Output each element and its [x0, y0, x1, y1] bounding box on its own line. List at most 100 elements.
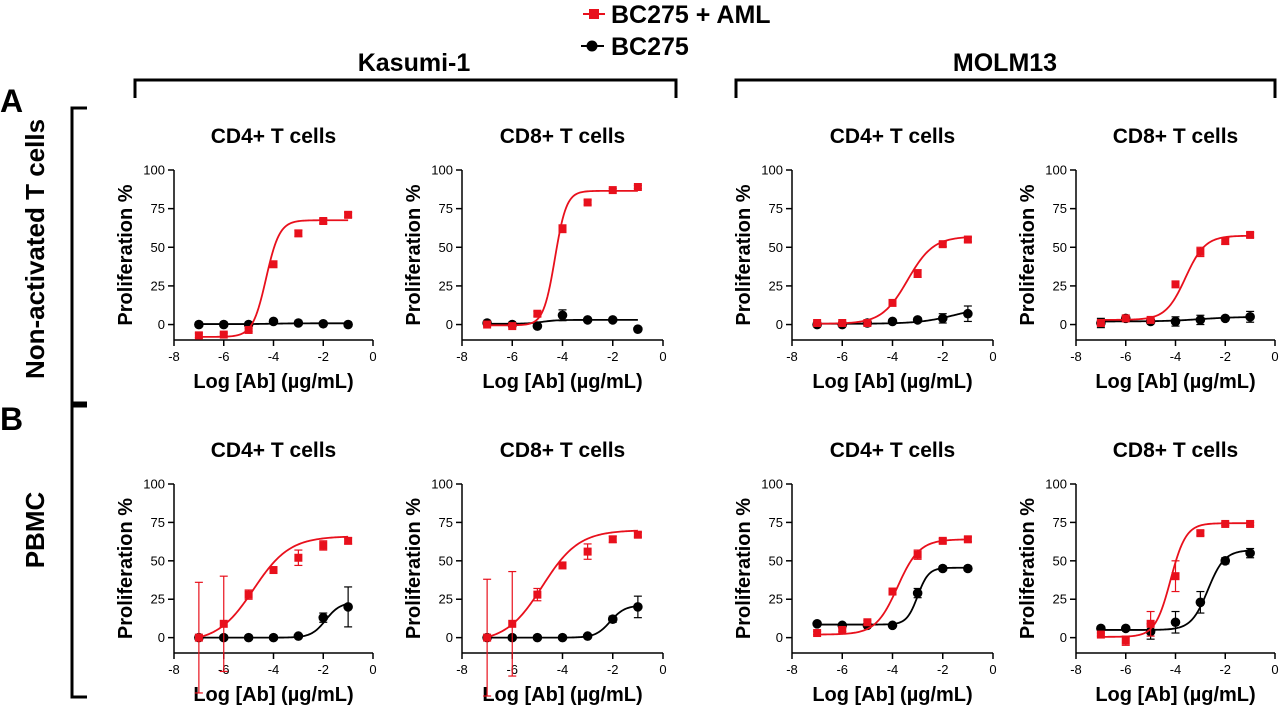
chart-a-molm13-cd4-t-cells-bc275-aml-point: [963, 235, 972, 244]
chart-a-molm13-cd8-t-cells-bc275-aml-point: [1196, 247, 1205, 256]
chart-a-molm13-cd4-t-cells-bc275-aml-point: [913, 269, 922, 278]
chart-a-kasumi-1-cd8-t-cells-bc275-aml-point: [608, 186, 617, 195]
chart-a-kasumi-1-cd4-t-cells-bc275-point: [293, 318, 304, 328]
chart-b-molm13-cd4-t-cells-ytick-label: 75: [769, 515, 783, 530]
chart-b-molm13-cd4-t-cells-bc275-point: [912, 588, 923, 598]
chart-a-kasumi-1-cd8-t-cells-ytick-label: 25: [439, 278, 453, 293]
legend-item-bc275: BC275: [581, 33, 689, 61]
chart-a-molm13-cd4-t-cells-ytick-label: 50: [769, 240, 783, 255]
chart-b-kasumi-1-cd8-t-cells-bc275-aml-point: [483, 633, 492, 642]
chart-a-kasumi-1-cd8-t-cells-xtick-label: 0: [659, 349, 666, 364]
chart-a-molm13-cd8-t-cells-ytick-label: 50: [1053, 240, 1067, 255]
plots: CD4+ T cells 0 25 50 75 100 -8 -6 -4 -2 0 Log [Ab] …: [115, 125, 1279, 706]
chart-a-molm13-cd8-t-cells-xlabel: Log [Ab] (µg/mL): [1095, 371, 1255, 393]
chart-a-molm13-cd8-t-cells-xtick-label: -4: [1170, 349, 1182, 364]
chart-b-kasumi-1-cd8-t-cells-bc275-point: [633, 602, 643, 612]
chart-a-kasumi-1-cd8-t-cells-ytick-label: 0: [446, 317, 453, 332]
chart-a-kasumi-1-cd4-t-cells-xlabel: Log [Ab] (µg/mL): [193, 371, 353, 393]
chart-b-molm13-cd8-t-cells-bc275-point: [1245, 548, 1255, 558]
chart-b-molm13-cd4-t-cells-bc275-aml-point: [813, 629, 822, 638]
chart-b-kasumi-1-cd4-t-cells-bc275-aml-point: [219, 619, 228, 628]
chart-b-kasumi-1-cd8-t-cells-ytick-label: 0: [446, 630, 453, 645]
chart-a-kasumi-1-cd4-t-cells-bc275-aml-point: [269, 260, 278, 269]
chart-a-kasumi-1-cd4-t-cells-bc275-point: [318, 318, 329, 329]
chart-a-molm13-cd8-t-cells-ytick-label: 25: [1053, 278, 1067, 293]
chart-a-molm13-cd8-t-cells-bc275-point: [1170, 316, 1181, 327]
chart-b-kasumi-1-cd8-t-cells-bc275-aml-point: [583, 547, 592, 556]
chart-a-molm13-cd4-t-cells-xtick-label: -8: [786, 349, 798, 364]
chart-b-molm13-cd4-t-cells-bc275-aml-point: [963, 535, 972, 544]
chart-a-kasumi-1-cd8-t-cells: CD8+ T cells 0 25 50 75 100 -8 -6 -4 -2 0 Log [Ab] …: [403, 125, 667, 393]
chart-b-kasumi-1-cd4-t-cells-ytick-label: 0: [158, 630, 165, 645]
chart-b-molm13-cd4-t-cells-bc275-point: [937, 563, 948, 574]
chart-a-kasumi-1-cd4-t-cells-xtick-label: -6: [218, 349, 230, 364]
chart-b-molm13-cd4-t-cells-xtick-label: -8: [786, 662, 798, 677]
chart-b-kasumi-1-cd8-t-cells-xtick-label: -2: [607, 662, 619, 677]
chart-b-molm13-cd4-t-cells-ytick-label: 0: [776, 630, 783, 645]
chart-a-kasumi-1-cd8-t-cells-bc275-point: [532, 321, 543, 331]
chart-a-kasumi-1-cd4-t-cells-bc275-point: [343, 319, 353, 330]
chart-a-molm13-cd8-t-cells: CD8+ T cells 0 25 50 75 100 -8 -6 -4 -2 0 Log [Ab] …: [1017, 125, 1279, 393]
chart-b-molm13-cd8-t-cells-xtick-label: -2: [1219, 662, 1231, 677]
chart-a-kasumi-1-cd8-t-cells-bc275-point: [557, 310, 568, 321]
chart-a-kasumi-1-cd8-t-cells-bc275-point: [633, 324, 643, 334]
chart-b-kasumi-1-cd4-t-cells-xlabel: Log [Ab] (µg/mL): [193, 684, 353, 706]
legend-label-bc275: BC275: [611, 33, 689, 61]
chart-b-molm13-cd4-t-cells-ytick-label: 25: [769, 592, 783, 607]
chart-b-kasumi-1-cd4-t-cells-ytick-label: 25: [151, 592, 165, 607]
chart-b-kasumi-1-cd8-t-cells-bc275-aml-point: [508, 619, 517, 628]
chart-a-molm13-cd8-t-cells-xtick-label: -2: [1219, 349, 1231, 364]
chart-a-kasumi-1-cd4-t-cells-bc275-aml-point: [344, 210, 353, 219]
chart-a-molm13-cd4-t-cells-ytick-label: 25: [769, 278, 783, 293]
chart-a-molm13-cd4-t-cells-ytick-label: 75: [769, 201, 783, 216]
chart-a-molm13-cd4-t-cells-ytick-label: 100: [761, 163, 783, 178]
chart-b-molm13-cd8-t-cells-bc275-aml-point: [1196, 529, 1205, 538]
chart-a-kasumi-1-cd8-t-cells-bc275-aml-point: [508, 322, 517, 331]
legend-marker-bc275: [586, 40, 598, 52]
chart-b-kasumi-1-cd8-t-cells-bc275-aml-point: [533, 590, 542, 599]
chart-a-molm13-cd8-t-cells-bc275-aml-point: [1121, 314, 1130, 323]
chart-b-kasumi-1-cd4-t-cells-bc275-aml-point: [244, 590, 253, 599]
chart-a-kasumi-1-cd4-t-cells-xtick-label: -4: [268, 349, 280, 364]
chart-b-kasumi-1-cd4-t-cells-bc275-aml-point: [294, 553, 303, 562]
row-bracket-a: [70, 106, 87, 405]
chart-a-kasumi-1-cd8-t-cells-xtick-label: -2: [607, 349, 619, 364]
chart-b-kasumi-1-cd8-t-cells-xtick-label: -4: [557, 662, 569, 677]
chart-a-kasumi-1-cd8-t-cells-ytick-label: 100: [431, 163, 453, 178]
chart-b-kasumi-1-cd4-t-cells-bc275-point: [293, 631, 304, 641]
chart-a-molm13-cd8-t-cells-bc275-point: [1195, 315, 1206, 325]
chart-b-molm13-cd8-t-cells-ytick-label: 75: [1053, 515, 1067, 530]
chart-b-molm13-cd4-t-cells-bc275-aml-point: [838, 625, 847, 634]
chart-a-molm13-cd8-t-cells-xtick-label: 0: [1271, 349, 1278, 364]
chart-b-kasumi-1-cd4-t-cells-bc275-aml-point: [344, 536, 353, 545]
chart-a-kasumi-1-cd8-t-cells-xtick-label: -6: [506, 349, 518, 364]
chart-b-kasumi-1-cd8-t-cells-ytick-label: 100: [431, 477, 453, 492]
chart-a-molm13-cd4-t-cells-bc275-point: [887, 316, 898, 327]
chart-a-molm13-cd4-t-cells-bc275-point: [963, 308, 973, 319]
chart-a-kasumi-1-cd4-t-cells-xtick-label: -8: [168, 349, 180, 364]
chart-b-kasumi-1-cd4-t-cells-bc275-point: [268, 632, 279, 643]
chart-a-molm13-cd8-t-cells-bc275-aml-point: [1171, 280, 1180, 289]
chart-b-molm13-cd8-t-cells-xtick-label: -4: [1170, 662, 1182, 677]
chart-a-molm13-cd4-t-cells-xlabel: Log [Ab] (µg/mL): [812, 371, 972, 393]
chart-b-kasumi-1-cd4-t-cells-ylabel: Proliferation %: [115, 498, 137, 639]
chart-b-kasumi-1-cd8-t-cells-xlabel: Log [Ab] (µg/mL): [482, 684, 642, 706]
chart-a-kasumi-1-cd4-t-cells-bc275-aml-point: [219, 330, 228, 339]
chart-b-molm13-cd4-t-cells-bc275-point: [963, 563, 973, 574]
chart-b-kasumi-1-cd8-t-cells-xtick-label: 0: [659, 662, 666, 677]
chart-b-kasumi-1-cd4-t-cells-bc275-point: [343, 602, 353, 612]
chart-a-kasumi-1-cd8-t-cells-bc275-aml-point: [483, 320, 492, 329]
chart-a-kasumi-1-cd4-t-cells-ytick-label: 0: [158, 317, 165, 332]
chart-a-kasumi-1-cd8-t-cells-xtick-label: -8: [456, 349, 468, 364]
chart-b-kasumi-1-cd8-t-cells-bc275-point: [582, 631, 593, 641]
chart-b-molm13-cd8-t-cells-ytick-label: 100: [1045, 477, 1067, 492]
chart-a-kasumi-1-cd4-t-cells-xtick-label: -2: [317, 349, 329, 364]
chart-b-kasumi-1-cd8-t-cells-xtick-label: -8: [456, 662, 468, 677]
chart-a-kasumi-1-cd8-t-cells-ylabel: Proliferation %: [403, 184, 425, 325]
chart-b-molm13-cd4-t-cells-bc275-point: [887, 620, 898, 631]
chart-b-molm13-cd4-t-cells-bc275-aml-point: [863, 618, 872, 627]
chart-a-kasumi-1-cd4-t-cells-xtick-label: 0: [369, 349, 376, 364]
chart-a-molm13-cd4-t-cells-title: CD4+ T cells: [830, 125, 955, 148]
